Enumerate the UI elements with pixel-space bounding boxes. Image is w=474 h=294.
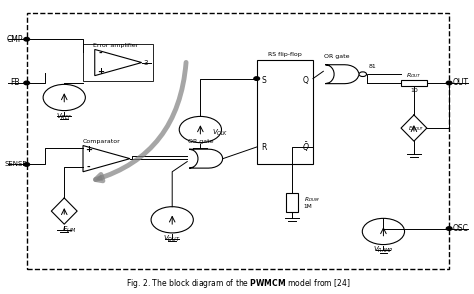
FancyBboxPatch shape bbox=[83, 44, 154, 81]
FancyArrowPatch shape bbox=[96, 62, 186, 181]
Text: $E_{LIM}$: $E_{LIM}$ bbox=[62, 225, 76, 235]
Text: 10: 10 bbox=[410, 88, 418, 93]
Circle shape bbox=[447, 81, 452, 85]
Text: -: - bbox=[87, 163, 91, 172]
Text: 3: 3 bbox=[143, 60, 148, 66]
Polygon shape bbox=[401, 115, 427, 141]
Text: -: - bbox=[99, 49, 102, 58]
Bar bbox=[286, 193, 298, 212]
FancyBboxPatch shape bbox=[27, 13, 449, 269]
Circle shape bbox=[24, 81, 29, 85]
Text: FB: FB bbox=[10, 78, 20, 87]
Text: R: R bbox=[261, 143, 266, 151]
Text: $V_{REF}$: $V_{REF}$ bbox=[56, 111, 73, 121]
Text: $V_{RAMP}$: $V_{RAMP}$ bbox=[373, 245, 394, 255]
Text: Error amplifier: Error amplifier bbox=[93, 43, 138, 48]
Bar bbox=[401, 80, 427, 86]
Text: $V_{DUT}$: $V_{DUT}$ bbox=[164, 234, 181, 244]
Circle shape bbox=[447, 227, 452, 230]
Text: $E_{BOUT}$: $E_{BOUT}$ bbox=[408, 123, 425, 133]
Polygon shape bbox=[51, 198, 77, 224]
Text: RS flip-flop: RS flip-flop bbox=[268, 52, 302, 57]
Text: 81: 81 bbox=[368, 64, 376, 69]
Text: $R_{OUT}$: $R_{OUT}$ bbox=[406, 71, 422, 80]
PathPatch shape bbox=[189, 149, 223, 168]
Text: +: + bbox=[97, 67, 104, 76]
Text: OR gate: OR gate bbox=[188, 138, 213, 143]
Text: SENSE: SENSE bbox=[4, 161, 27, 168]
Text: Fig. 2. The block diagram of the $\mathbf{PWMCM}$ model from [24]: Fig. 2. The block diagram of the $\mathb… bbox=[126, 277, 350, 290]
Circle shape bbox=[359, 72, 366, 76]
FancyBboxPatch shape bbox=[257, 60, 313, 164]
Text: Q: Q bbox=[303, 76, 309, 84]
Circle shape bbox=[24, 163, 29, 166]
Text: OR gate: OR gate bbox=[324, 54, 349, 59]
Text: $\bar{Q}$: $\bar{Q}$ bbox=[302, 140, 310, 154]
Text: Comparator: Comparator bbox=[83, 139, 121, 144]
Text: 1M: 1M bbox=[304, 204, 312, 209]
Text: OSC: OSC bbox=[453, 224, 469, 233]
Circle shape bbox=[254, 77, 259, 80]
Text: $V_{CLK}$: $V_{CLK}$ bbox=[212, 127, 228, 138]
Text: CMP: CMP bbox=[7, 35, 23, 44]
Text: $R_{DUM}$: $R_{DUM}$ bbox=[304, 195, 319, 204]
PathPatch shape bbox=[325, 65, 359, 84]
Text: OUT: OUT bbox=[453, 78, 469, 87]
Text: S: S bbox=[261, 76, 266, 84]
Text: +: + bbox=[85, 146, 92, 154]
Circle shape bbox=[24, 38, 29, 41]
